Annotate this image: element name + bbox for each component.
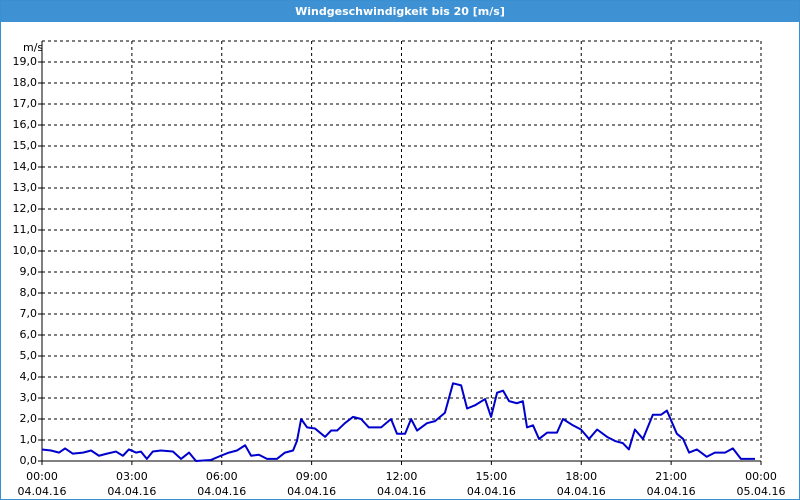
y-tick-label: 7,0 (20, 307, 38, 320)
y-tick-label: 11,0 (13, 223, 38, 236)
y-tick-label: 0,0 (20, 454, 38, 467)
x-tick-label: 18:00 04.04.16 (556, 470, 606, 498)
y-tick-label: 2,0 (20, 412, 38, 425)
y-tick-label: 6,0 (20, 328, 38, 341)
y-tick-label: 8,0 (20, 286, 38, 299)
y-tick-label: 5,0 (20, 349, 38, 362)
x-tick-label: 06:00 04.04.16 (197, 470, 247, 498)
y-tick-label: 16,0 (13, 118, 38, 131)
data-line (41, 382, 756, 462)
x-tick-label: 12:00 04.04.16 (377, 470, 426, 498)
y-tick-label: 14,0 (13, 160, 38, 173)
x-tick-label: 15:00 04.04.16 (466, 470, 516, 498)
y-tick-label: 1,0 (20, 433, 38, 446)
x-tick-label: 00:00 04.04.16 (17, 470, 67, 498)
y-tick-label: 4,0 (20, 370, 38, 383)
y-tick-label: 15,0 (13, 139, 38, 152)
y-tick-label: 10,0 (13, 244, 38, 257)
x-tick-label: 00:00 05.04.16 (736, 470, 786, 498)
y-tick-label: 17,0 (13, 97, 38, 110)
y-tick-label: 9,0 (20, 265, 38, 278)
y-tick-label: 18,0 (13, 76, 38, 89)
y-tick-label: 19,0 (13, 55, 38, 68)
title-bar: Windgeschwindigkeit bis 20 [m/s] (1, 1, 799, 22)
x-tick-label: 03:00 04.04.16 (107, 470, 157, 498)
y-tick-label: 12,0 (13, 202, 38, 215)
y-tick-label: 13,0 (13, 181, 38, 194)
y-tick-label: 3,0 (20, 391, 38, 404)
y-axis-label: m/s (23, 41, 43, 54)
x-tick-label: 09:00 04.04.16 (287, 470, 337, 498)
x-tick-label: 21:00 04.04.16 (646, 470, 696, 498)
